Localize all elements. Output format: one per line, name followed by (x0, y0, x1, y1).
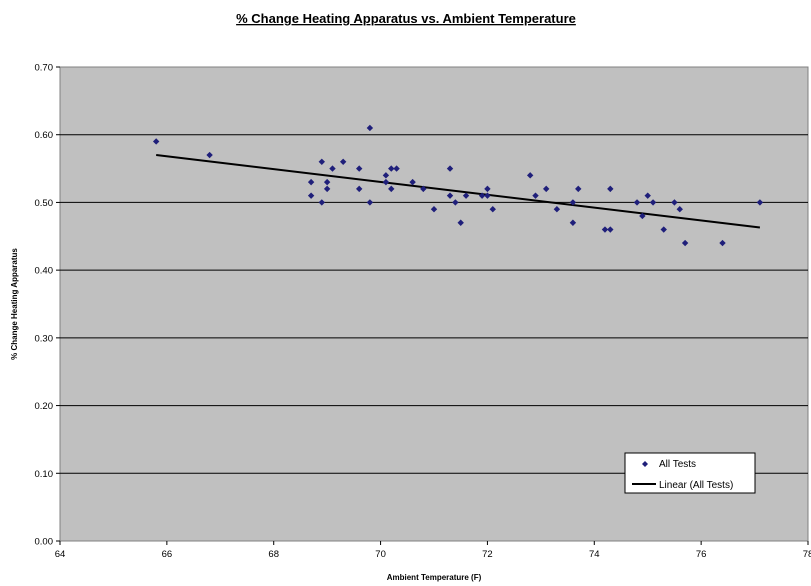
x-tick-label-64: 64 (55, 549, 66, 560)
legend-label-linear: Linear (All Tests) (659, 480, 733, 491)
y-tick-label-0.70: 0.70 (35, 63, 54, 74)
scatter-points (152, 124, 764, 247)
data-point-14 (382, 172, 390, 179)
data-point-36 (569, 199, 577, 206)
x-tick-label-76: 76 (696, 549, 707, 560)
data-point-33 (543, 185, 550, 193)
data-point-25 (457, 219, 464, 226)
data-point-3 (307, 192, 315, 199)
data-point-18 (393, 165, 400, 172)
y-tick-label-0.30: 0.30 (35, 333, 54, 344)
x-tick-label-66: 66 (162, 549, 173, 560)
data-point-48 (681, 239, 689, 247)
data-point-0 (152, 138, 160, 145)
data-point-22 (446, 165, 454, 172)
data-point-4 (318, 158, 325, 165)
chart-title: % Change Heating Apparatus vs. Ambient T… (236, 11, 576, 26)
data-point-43 (644, 192, 651, 199)
y-axis-ticks: 0.00 0.10 0.20 0.30 0.40 0.50 0.60 0.70 (35, 63, 60, 548)
y-tick-label-0.10: 0.10 (35, 469, 54, 480)
data-point-41 (633, 199, 641, 206)
data-point-20 (420, 185, 427, 193)
y-tick-label-0.20: 0.20 (35, 401, 54, 412)
data-point-8 (329, 165, 336, 172)
data-point-10 (356, 165, 363, 172)
x-tick-label-78: 78 (803, 549, 811, 560)
data-point-49 (719, 239, 726, 247)
data-point-45 (660, 226, 667, 233)
data-point-17 (388, 165, 395, 172)
data-point-31 (526, 172, 534, 179)
x-axis-ticks: 64 66 68 70 72 74 76 78 (55, 541, 811, 560)
data-point-12 (366, 124, 374, 132)
data-point-7 (323, 178, 331, 186)
data-point-40 (607, 226, 614, 233)
y-tick-label-0.40: 0.40 (35, 266, 54, 277)
data-point-34 (553, 206, 561, 213)
trendline-layer (156, 154, 761, 229)
x-tick-label-72: 72 (482, 549, 493, 560)
x-tick-label-74: 74 (589, 549, 600, 560)
data-point-37 (575, 185, 582, 193)
data-point-47 (676, 206, 683, 213)
trendline (156, 154, 761, 229)
data-point-2 (307, 178, 315, 186)
data-point-38 (601, 226, 609, 233)
data-point-9 (339, 158, 347, 165)
data-point-27 (478, 192, 486, 199)
data-point-50 (756, 199, 764, 206)
y-tick-label-0.60: 0.60 (35, 130, 54, 141)
data-point-16 (388, 185, 395, 193)
data-point-26 (462, 192, 470, 199)
data-point-29 (484, 192, 491, 199)
data-point-46 (671, 199, 678, 206)
data-point-15 (382, 178, 390, 186)
data-point-35 (569, 219, 577, 226)
data-point-44 (649, 199, 657, 206)
data-point-32 (532, 192, 539, 199)
data-point-5 (318, 199, 325, 206)
data-point-42 (639, 212, 646, 220)
data-point-1 (206, 151, 213, 159)
x-tick-label-68: 68 (268, 549, 279, 560)
data-point-11 (356, 185, 363, 193)
data-point-39 (607, 185, 614, 193)
data-point-23 (446, 192, 454, 199)
y-axis-label: % Change Heating Apparatus (10, 248, 19, 360)
legend-label-all-tests: All Tests (659, 459, 696, 470)
legend-marker-diamond (642, 461, 648, 467)
data-point-6 (323, 185, 331, 193)
x-axis-label: Ambient Temperature (F) (387, 573, 482, 582)
data-point-30 (489, 206, 496, 213)
y-tick-label-0.00: 0.00 (35, 537, 54, 548)
data-point-24 (452, 199, 459, 206)
data-point-21 (430, 206, 438, 213)
legend: All Tests Linear (All Tests) (624, 452, 756, 494)
x-tick-label-70: 70 (375, 549, 386, 560)
legend-box (624, 452, 756, 494)
data-point-13 (366, 199, 374, 206)
data-point-28 (484, 185, 491, 193)
data-point-19 (409, 178, 416, 186)
y-tick-label-0.50: 0.50 (35, 198, 54, 209)
